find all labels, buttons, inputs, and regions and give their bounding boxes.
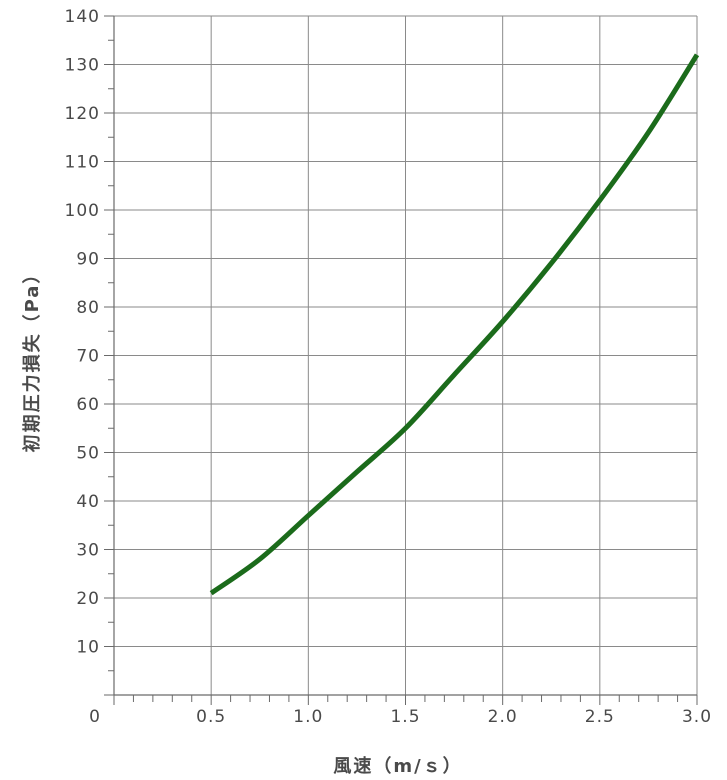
x-tick-label: 2.0 xyxy=(488,707,518,727)
y-tick-label: 50 xyxy=(76,444,100,464)
x-tick-label: 0.5 xyxy=(196,707,226,727)
x-tick-label: 1.5 xyxy=(390,707,420,727)
series-layer xyxy=(209,53,700,596)
y-tick-label: 60 xyxy=(76,395,100,415)
y-tick-label: 20 xyxy=(76,589,100,609)
axis-ticks xyxy=(104,15,698,705)
tick-labels: 10 20 30 40 50 60 70 80 90 100 110 120 130 140 0 0.5 1.0… xyxy=(65,7,712,727)
x-tick-label: 1.0 xyxy=(293,707,323,727)
y-tick-label: 10 xyxy=(76,638,100,658)
x-axis-title: 風速（m/ｓ） xyxy=(333,755,462,777)
x-tick-label: 0 xyxy=(89,707,101,727)
y-tick-label: 70 xyxy=(76,347,100,367)
x-tick-label: 2.5 xyxy=(585,707,615,727)
y-tick-label: 90 xyxy=(76,250,100,270)
grid xyxy=(114,15,698,695)
x-tick-label: 3.0 xyxy=(682,707,712,727)
y-tick-label: 40 xyxy=(76,492,100,512)
y-tick-label: 140 xyxy=(65,7,100,27)
y-tick-label: 120 xyxy=(65,104,100,124)
axes xyxy=(113,16,697,696)
y-axis-title: 初期圧力損失（Pa） xyxy=(21,264,43,453)
y-tick-label: 130 xyxy=(65,56,100,76)
y-tick-label: 80 xyxy=(76,298,100,318)
y-tick-label: 100 xyxy=(65,201,100,221)
y-tick-label: 30 xyxy=(76,541,100,561)
y-tick-label: 110 xyxy=(65,153,100,173)
series-line xyxy=(209,53,700,596)
